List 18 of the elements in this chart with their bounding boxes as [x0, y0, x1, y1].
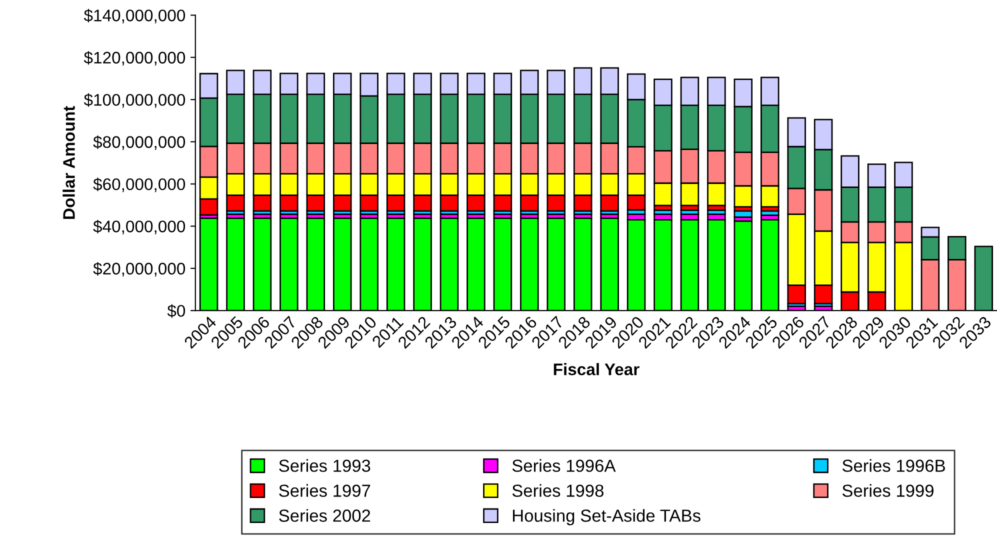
legend-label: Series 1998 — [512, 484, 604, 497]
legend-label: Series 1996B — [842, 459, 945, 472]
y-axis-title: Dollar Amount — [62, 106, 75, 219]
y-tick-label: $40,000,000 — [93, 220, 186, 234]
y-tick-label: $120,000,000 — [84, 51, 186, 66]
legend-label: Series 1996A — [512, 459, 616, 472]
legend-label: Series 1997 — [279, 484, 370, 497]
y-tick-label: $140,000,000 — [84, 8, 186, 24]
y-tick-label: $60,000,000 — [93, 178, 186, 192]
legend-label: Housing Set-Aside TABs — [512, 509, 700, 526]
y-tick-label: $0 — [167, 304, 186, 318]
x-axis-title: Fiscal Year — [554, 363, 640, 376]
legend-label: Series 1993 — [279, 459, 370, 472]
y-tick-label: $100,000,000 — [84, 93, 186, 108]
y-tick-label: $80,000,000 — [93, 135, 186, 150]
legend-label: Series 1999 — [842, 484, 934, 497]
legend-label: Series 2002 — [279, 509, 370, 522]
y-tick-label: $20,000,000 — [93, 262, 186, 277]
